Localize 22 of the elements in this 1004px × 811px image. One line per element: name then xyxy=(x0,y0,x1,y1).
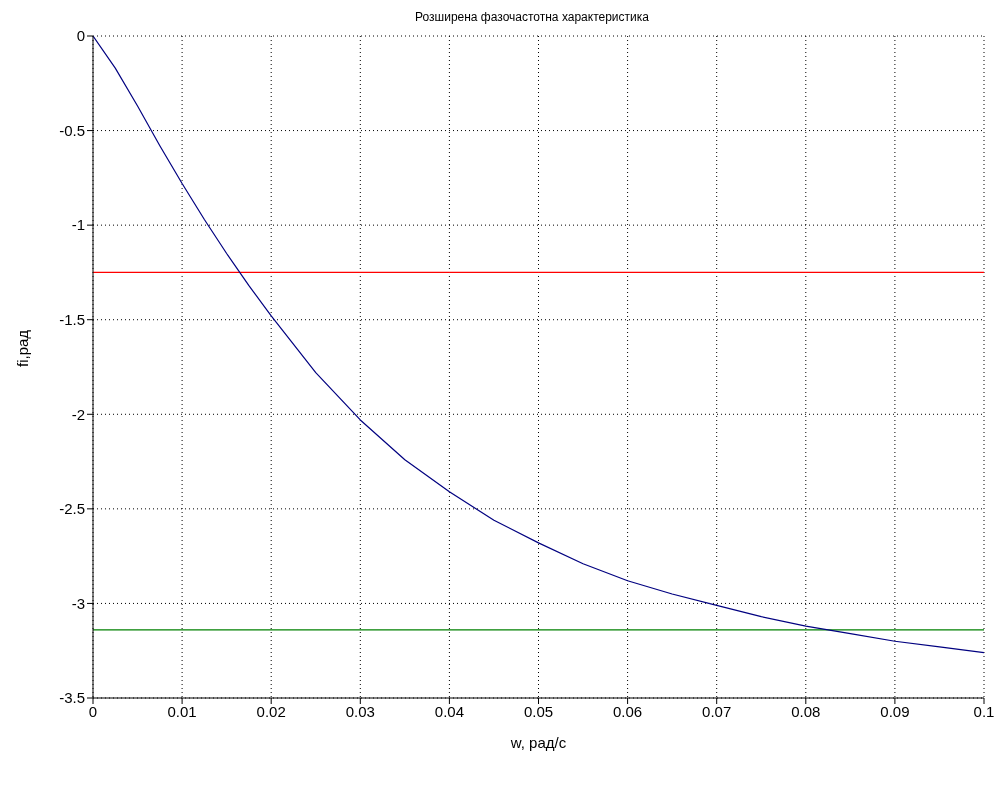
x-tick-label: 0.1 xyxy=(973,702,995,720)
y-tick-label: -2.5 xyxy=(59,500,85,518)
y-tick-label: -2 xyxy=(71,405,85,423)
x-tick-label: 0.03 xyxy=(345,702,375,720)
y-axis-title: fi,рад xyxy=(14,329,32,367)
y-tick-label: -3 xyxy=(71,594,85,612)
y-tick-label: -1 xyxy=(71,216,85,234)
y-tick-label: -1.5 xyxy=(59,311,85,329)
x-tick-label: 0.07 xyxy=(702,702,732,720)
x-tick-label: 0.06 xyxy=(613,702,643,720)
x-tick-label: 0.05 xyxy=(523,702,554,720)
x-tick-label: 0.01 xyxy=(167,702,197,720)
x-tick-label: 0.09 xyxy=(880,702,910,720)
x-axis-title: w, рад/с xyxy=(509,734,567,751)
x-tick-label: 0.08 xyxy=(791,702,821,720)
x-tick-label: 0.02 xyxy=(256,702,286,720)
y-tick-label: -3.5 xyxy=(59,689,85,707)
chart-title: Розширена фазочастотна характеристика xyxy=(414,9,650,26)
y-tick-label: -0.5 xyxy=(59,121,85,139)
x-tick-label: 0.04 xyxy=(434,702,464,720)
x-tick-label: 0 xyxy=(88,702,98,720)
y-tick-label: 0 xyxy=(76,27,85,45)
